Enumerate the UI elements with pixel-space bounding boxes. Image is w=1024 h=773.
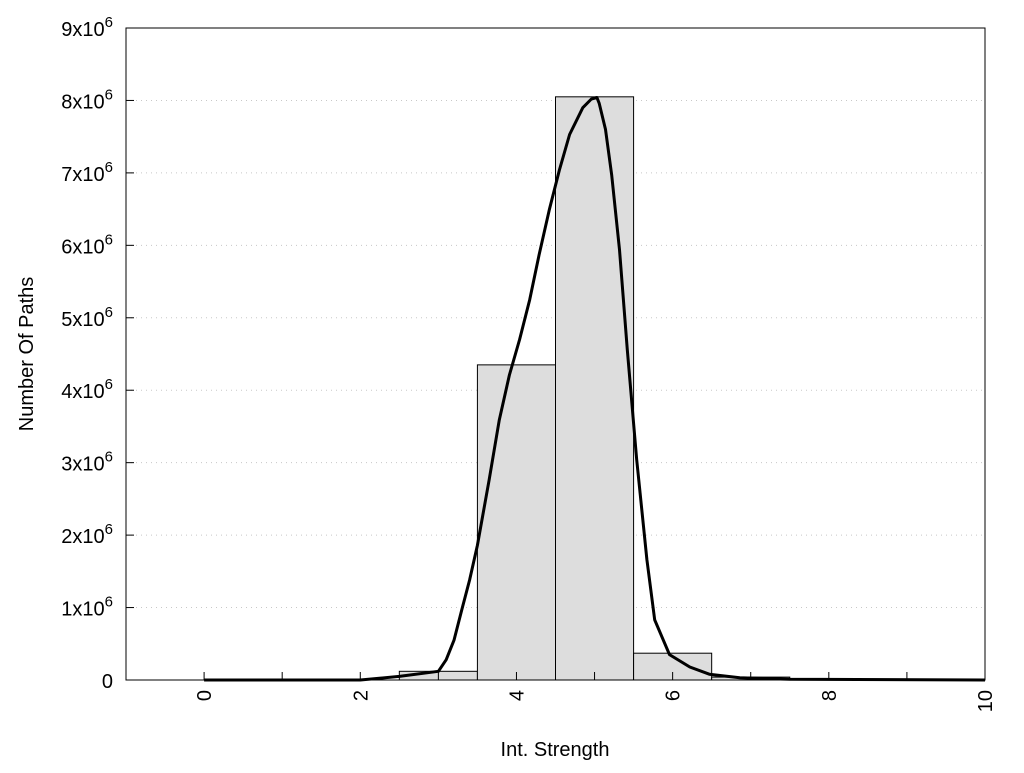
grid-lines bbox=[126, 99, 985, 609]
y-tick-label: 2x106 bbox=[61, 521, 113, 548]
y-tick-label: 5x106 bbox=[61, 304, 113, 331]
plot-frame bbox=[125, 27, 986, 681]
fit-curve bbox=[204, 96, 986, 682]
bar bbox=[476, 364, 556, 681]
y-tick-label: 3x106 bbox=[61, 449, 113, 476]
y-axis-ticks: 0 1x106 2x106 3x106 4x106 5x106 6x106 7x106 8x10… bbox=[61, 14, 134, 693]
x-tick-label: 4 bbox=[506, 690, 528, 701]
bars bbox=[398, 96, 791, 681]
x-tick-label: 2 bbox=[350, 690, 372, 701]
y-tick-label: 0 bbox=[102, 671, 113, 693]
y-tick-label: 4x106 bbox=[61, 376, 113, 403]
y-tick-label: 8x106 bbox=[61, 86, 113, 113]
x-axis-label: Int. Strength bbox=[501, 739, 610, 761]
y-tick-label: 1x106 bbox=[61, 594, 113, 621]
y-axis-label: Number Of Paths bbox=[16, 277, 38, 432]
bar bbox=[555, 96, 635, 681]
x-tick-label: 0 bbox=[194, 690, 216, 701]
x-tick-label: 8 bbox=[819, 690, 841, 701]
y-tick-label: 6x106 bbox=[61, 231, 113, 258]
x-axis-ticks: 0 2 4 6 8 10 bbox=[194, 672, 997, 712]
y-tick-label: 9x106 bbox=[61, 14, 113, 41]
x-tick-label: 10 bbox=[975, 690, 997, 712]
x-tick-label: 6 bbox=[663, 690, 685, 701]
y-tick-label: 7x106 bbox=[61, 159, 113, 186]
